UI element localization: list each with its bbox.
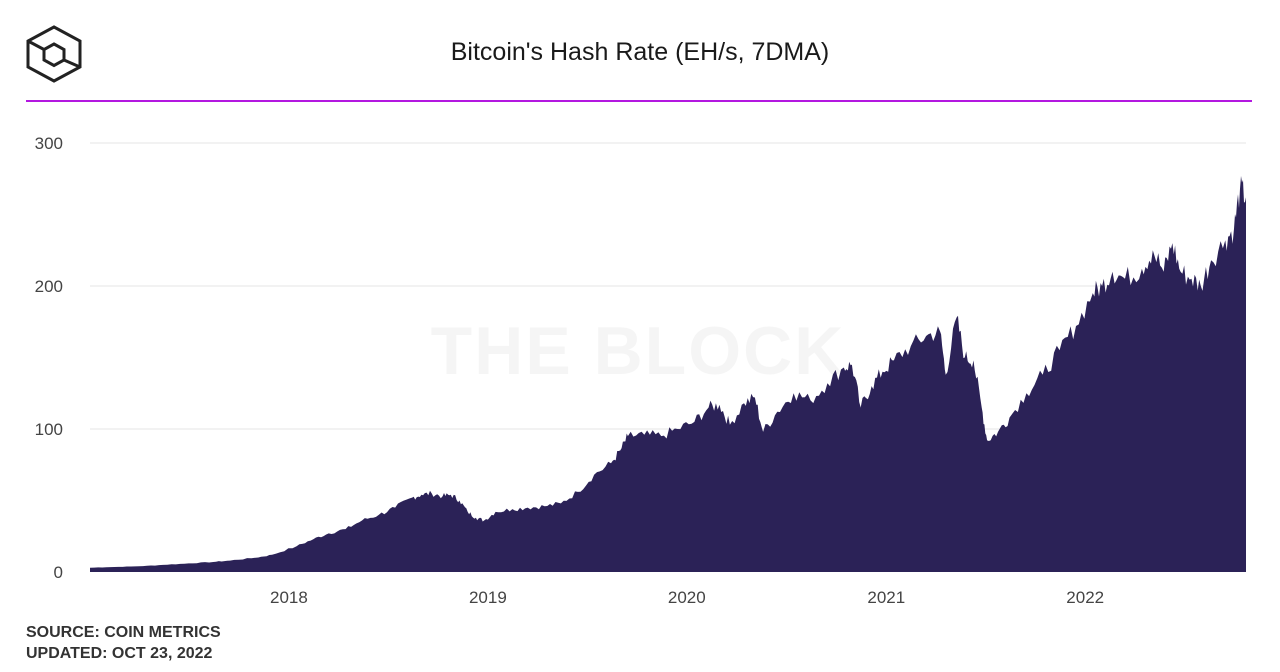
y-tick-label: 0 — [54, 563, 63, 582]
y-tick-label: 300 — [35, 134, 63, 153]
x-tick-label: 2022 — [1066, 588, 1104, 607]
x-tick-label: 2021 — [867, 588, 905, 607]
y-tick-label: 200 — [35, 277, 63, 296]
y-tick-label: 100 — [35, 420, 63, 439]
source-note: SOURCE: COIN METRICS — [26, 624, 221, 642]
hash-rate-area — [90, 176, 1246, 572]
x-tick-label: 2018 — [270, 588, 308, 607]
updated-note: UPDATED: OCT 23, 2022 — [26, 645, 212, 663]
x-tick-label: 2020 — [668, 588, 706, 607]
hash-rate-area-chart: 0 100 200 300 2018 2019 2020 2021 2022 — [0, 0, 1280, 620]
x-tick-label: 2019 — [469, 588, 507, 607]
